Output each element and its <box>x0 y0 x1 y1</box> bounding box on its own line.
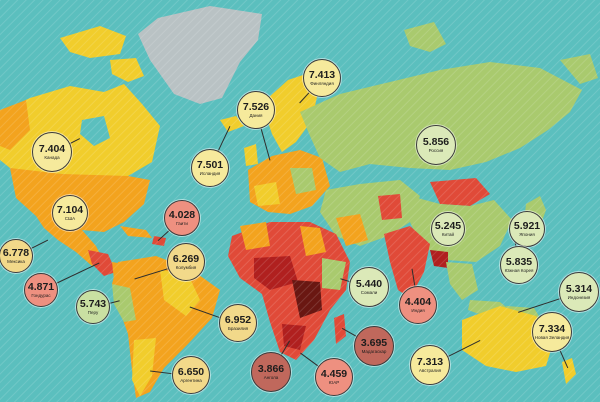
badge-country-label: Бразилия <box>227 325 249 331</box>
canada-arctic-islands <box>60 26 126 58</box>
badge-country-label: Перу <box>87 309 99 315</box>
badge-country-label: Китай <box>441 231 455 237</box>
badge-value: 5.314 <box>565 282 593 295</box>
badge-country-label: ЮАР <box>328 379 340 385</box>
badge-value: 6.778 <box>2 246 30 259</box>
badge-value: 4.028 <box>168 208 196 221</box>
badge-country-label: Индонезия <box>567 294 591 300</box>
badge-madagascar: 3.695 Мадагаскар <box>354 326 394 366</box>
badge-usa: 7.104 США <box>52 195 88 231</box>
badge-country-label: Колумбия <box>175 264 197 270</box>
badge-country-label: Исландия <box>199 170 221 176</box>
badge-country-label: Новая Зеландия <box>534 334 570 340</box>
badge-value: 6.650 <box>177 365 205 378</box>
badge-country-label: Мексика <box>7 258 25 264</box>
badge-brazil: 6.952 Бразилия <box>219 304 257 342</box>
badge-country-label: США <box>64 215 76 221</box>
badge-value: 5.921 <box>513 219 541 232</box>
badge-value: 3.695 <box>360 336 388 349</box>
badge-country-label: Россия <box>428 147 444 153</box>
badge-value: 5.440 <box>355 277 383 290</box>
badge-denmark: 7.526 Дания <box>237 91 275 129</box>
badge-country-label: Сомали <box>360 289 378 295</box>
badge-colombia: 6.269 Колумбия <box>167 243 205 281</box>
badge-country-label: Дания <box>249 112 263 118</box>
badge-country-label: Гондурас <box>31 292 51 298</box>
badge-value: 4.871 <box>27 280 55 293</box>
badge-angola: 3.866 Ангола <box>251 352 291 392</box>
badge-country-label: Мадагаскар <box>361 348 387 354</box>
badge-china: 5.245 Китай <box>431 212 465 246</box>
badge-value: 7.334 <box>538 322 566 335</box>
greenland-land <box>138 6 262 104</box>
badge-peru: 5.743 Перу <box>76 290 110 324</box>
badge-value: 5.835 <box>505 255 533 268</box>
badge-indonesia: 5.314 Индонезия <box>559 272 599 312</box>
badge-india: 4.404 Индия <box>399 286 437 324</box>
badge-honduras: 4.871 Гондурас <box>24 273 58 307</box>
badge-value: 4.459 <box>320 367 348 380</box>
badge-value: 7.104 <box>56 203 84 216</box>
badge-japan: 5.921 Япония <box>509 211 545 247</box>
badge-value: 5.245 <box>434 219 462 232</box>
badge-value: 6.952 <box>224 313 252 326</box>
badge-value: 7.413 <box>308 68 336 81</box>
badge-value: 4.404 <box>404 295 432 308</box>
badge-argentina: 6.650 Аргентина <box>172 356 210 394</box>
badge-new-zealand: 7.334 Новая Зеландия <box>532 312 572 352</box>
badge-value: 5.856 <box>422 135 450 148</box>
badge-country-label: Япония <box>519 231 535 237</box>
badge-value: 5.743 <box>79 297 107 310</box>
badge-russia: 5.856 Россия <box>416 125 456 165</box>
badge-value: 3.866 <box>257 362 285 375</box>
badge-value: 7.526 <box>242 100 270 113</box>
badge-finland: 7.413 Финляндия <box>303 59 341 97</box>
badge-south-korea: 5.835 Южная Корея <box>500 246 538 284</box>
badge-canada: 7.404 Канада <box>32 132 72 172</box>
badge-country-label: Индия <box>411 307 425 313</box>
badge-value: 7.404 <box>38 142 66 155</box>
badge-country-label: Южная Корея <box>504 267 534 273</box>
badge-value: 7.501 <box>196 158 224 171</box>
badge-south-africa: 4.459 ЮАР <box>315 358 353 396</box>
badge-somalia: 5.440 Сомали <box>349 267 389 307</box>
badge-country-label: Аргентина <box>180 377 202 383</box>
badge-country-label: Финляндия <box>310 80 334 86</box>
badge-iceland: 7.501 Исландия <box>191 149 229 187</box>
badge-australia: 7.313 Австралия <box>410 345 450 385</box>
badge-country-label: Канада <box>44 154 60 160</box>
badge-country-label: Ангола <box>263 374 279 380</box>
badge-country-label: Гаити <box>176 220 188 226</box>
badge-value: 7.313 <box>416 355 444 368</box>
badge-country-label: Австралия <box>418 367 442 373</box>
badge-mexico: 6.778 Мексика <box>0 239 33 273</box>
badge-value: 6.269 <box>172 252 200 265</box>
badge-haiti: 4.028 Гаити <box>164 200 200 236</box>
mongolia-land <box>430 178 490 206</box>
